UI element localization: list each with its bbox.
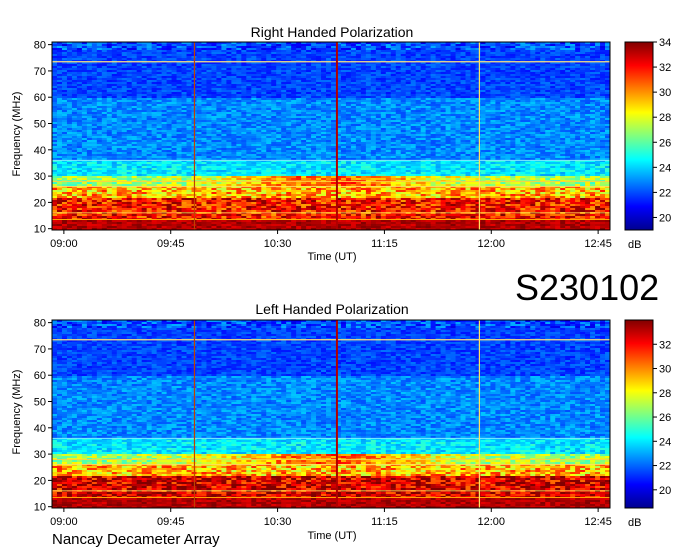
plot-frame bbox=[51, 41, 611, 231]
spectrogram-cells bbox=[52, 42, 611, 231]
colorbar-tick-label: 30 bbox=[659, 364, 671, 376]
colorbar-tick-label: 20 bbox=[659, 485, 671, 497]
y-tick-label: 60 bbox=[34, 370, 46, 382]
colorbar-tick-label: 32 bbox=[659, 62, 671, 74]
y-axis-label-left: Frequency (MHz) bbox=[11, 370, 23, 455]
x-axis-label-right: Time (UT) bbox=[307, 251, 356, 263]
x-tick-label: 10:30 bbox=[264, 516, 292, 528]
y-tick-label: 30 bbox=[34, 449, 46, 461]
footer-caption: Nancay Decameter Array bbox=[52, 531, 220, 548]
plot-frame bbox=[51, 319, 611, 509]
colorbar-tick-label: 28 bbox=[659, 388, 671, 400]
y-axis-label-right: Frequency (MHz) bbox=[11, 92, 23, 177]
colorbar-tick-label: 20 bbox=[659, 212, 671, 224]
x-tick-label: 12:00 bbox=[478, 238, 506, 250]
plot-area-left bbox=[52, 320, 611, 509]
x-tick-label: 12:45 bbox=[584, 516, 612, 528]
panel-left-polarization: Left Handed Polarization 10 20 30 40 50 60 70 8… bbox=[11, 301, 671, 542]
x-tick-label: 09:00 bbox=[50, 516, 78, 528]
axes-right: 10 20 30 40 50 60 70 80 09:00 09:45 10:30 11:15 12:0… bbox=[34, 40, 612, 250]
colorbar-gradient bbox=[624, 319, 654, 509]
colorbar-tick-label: 24 bbox=[659, 162, 671, 174]
y-tick-label: 70 bbox=[34, 344, 46, 356]
x-tick-label: 09:45 bbox=[157, 516, 185, 528]
y-tick-label: 40 bbox=[34, 145, 46, 157]
panel-title-left: Left Handed Polarization bbox=[255, 301, 408, 317]
colorbar-tick-label: 22 bbox=[659, 461, 671, 473]
colorbar-tick-label: 32 bbox=[659, 339, 671, 351]
y-tick-label: 20 bbox=[34, 197, 46, 209]
y-tick-label: 30 bbox=[34, 171, 46, 183]
y-tick-label: 50 bbox=[34, 397, 46, 409]
spectrogram-cells bbox=[52, 320, 611, 509]
y-tick-label: 70 bbox=[34, 66, 46, 78]
colorbar-gradient bbox=[624, 41, 654, 231]
x-tick-label: 12:00 bbox=[478, 516, 506, 528]
x-tick-label: 11:15 bbox=[371, 238, 398, 250]
colorbar-tick-label: 28 bbox=[659, 112, 671, 124]
y-tick-label: 50 bbox=[34, 119, 46, 131]
x-axis-label-left: Time (UT) bbox=[307, 530, 356, 542]
colorbar-unit-left: dB bbox=[628, 517, 641, 529]
x-tick-label: 09:00 bbox=[50, 238, 78, 250]
y-tick-label: 20 bbox=[34, 475, 46, 487]
y-tick-label: 60 bbox=[34, 92, 46, 104]
colorbar-tick-label: 26 bbox=[659, 412, 671, 424]
x-tick-label: 10:30 bbox=[264, 238, 292, 250]
axes-left: 10 20 30 40 50 60 70 80 09:00 09:45 10:30 11:15 12:0… bbox=[34, 318, 612, 528]
colorbar-left: 20 22 24 26 28 30 32 bbox=[624, 319, 671, 509]
y-tick-label: 40 bbox=[34, 423, 46, 435]
observation-label: S230102 bbox=[515, 267, 659, 308]
y-tick-label: 80 bbox=[34, 40, 46, 52]
colorbar-tick-label: 26 bbox=[659, 137, 671, 149]
colorbar-tick-label: 24 bbox=[659, 436, 671, 448]
x-tick-label: 09:45 bbox=[157, 238, 185, 250]
colorbar-right: 20 22 24 26 28 30 32 34 bbox=[624, 37, 671, 231]
colorbar-unit-right: dB bbox=[628, 239, 641, 251]
x-tick-label: 11:15 bbox=[371, 516, 398, 528]
panel-title-right: Right Handed Polarization bbox=[251, 24, 414, 40]
plot-area-right bbox=[52, 42, 611, 231]
y-tick-label: 10 bbox=[34, 224, 46, 236]
x-tick-label: 12:45 bbox=[584, 238, 612, 250]
colorbar-tick-label: 22 bbox=[659, 187, 671, 199]
panel-right-polarization: Right Handed Polarization 10 20 30 40 50 60 70… bbox=[11, 24, 671, 263]
y-tick-label: 10 bbox=[34, 502, 46, 514]
y-tick-label: 80 bbox=[34, 318, 46, 330]
colorbar-tick-label: 30 bbox=[659, 87, 671, 99]
colorbar-tick-label: 34 bbox=[659, 37, 671, 49]
